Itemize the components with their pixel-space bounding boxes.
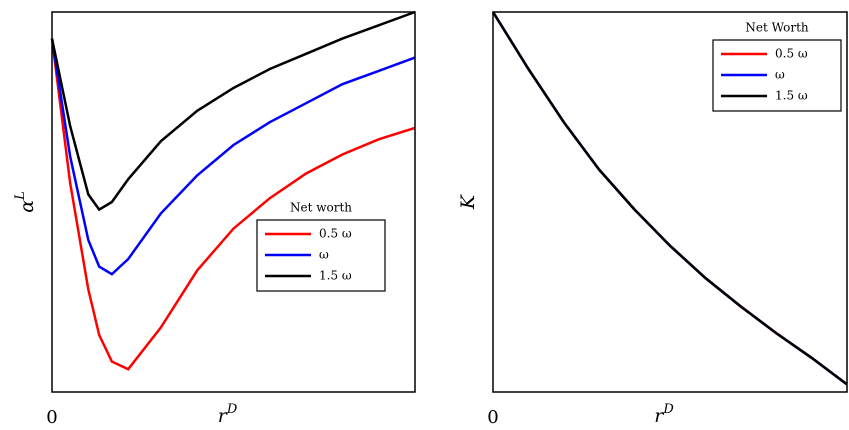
legend-label: ω (319, 248, 329, 262)
legend-label: 1.5 ω (319, 269, 352, 283)
legend-label: 0.5 ω (775, 47, 808, 61)
plot-frame (492, 11, 848, 393)
line-series (50, 38, 416, 276)
y-axis-label-base: α (16, 200, 38, 213)
y-axis-label: K (457, 193, 479, 210)
x-axis-label-sup: D (662, 402, 674, 417)
x-axis-label-base: r (218, 405, 229, 427)
line-series (50, 38, 416, 371)
plot-frame (51, 11, 416, 393)
y-axis-label-base: K (457, 193, 479, 210)
x-axis-label-sup: D (226, 402, 238, 417)
legend-title: Net Worth (745, 21, 809, 35)
x-axis-label-base: r (654, 405, 665, 427)
line-series (491, 11, 848, 386)
y-axis-label: αL (13, 191, 39, 212)
legend-label: ω (775, 68, 785, 82)
x-tick-label: 0 (46, 407, 57, 428)
legend-label: 1.5 ω (775, 89, 808, 103)
x-axis-label: rD (654, 402, 674, 428)
x-axis-label: rD (218, 402, 238, 428)
legend-label: 0.5 ω (319, 227, 352, 241)
y-axis-label-sup: L (13, 191, 28, 201)
line-series (50, 10, 416, 212)
x-tick-label: 0 (487, 407, 498, 428)
legend-title: Net worth (290, 201, 352, 215)
